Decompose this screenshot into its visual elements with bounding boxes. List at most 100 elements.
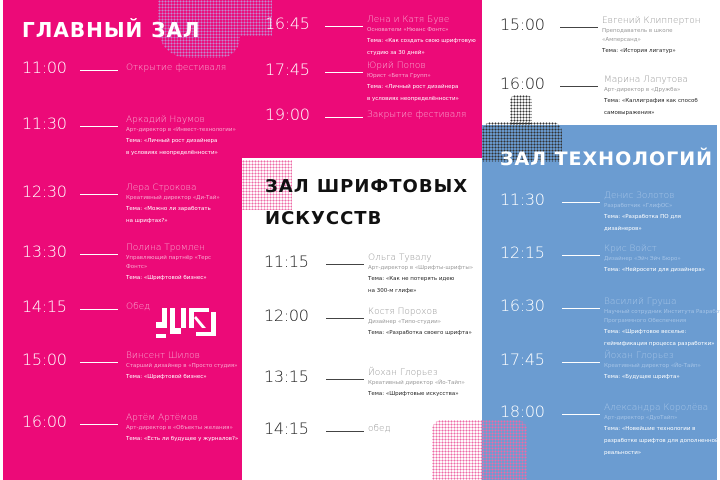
speaker-name: Лена и Катя Буве <box>367 15 450 25</box>
divider-line <box>80 194 118 195</box>
session-info: Открытие фестиваля <box>126 62 226 74</box>
speaker-name: Костя Порохов <box>368 307 438 317</box>
talk-topic: Тема: «Как не потерять идею на 300-м гли… <box>368 276 455 294</box>
session-time: 13:30 <box>22 242 67 261</box>
divider-line <box>326 318 364 319</box>
speaker-role: Арт-директор в «Шрифты-шрифты» <box>368 265 474 271</box>
talk-topic: Тема: «Как создать свою шрифтовую студию… <box>367 38 476 56</box>
session-info: Полина Тромлен Управляющий партнёр «Терс … <box>126 242 211 284</box>
session-info: обед <box>368 423 391 435</box>
tech-hall-title: ЗАЛ ТЕХНОЛОГИЙ <box>500 148 714 170</box>
type-hall-title-line2: ИСКУССТВ <box>265 208 383 229</box>
speaker-role: Разработчик «ГлифОС» <box>604 203 673 209</box>
session-info: Лена и Катя Буве Основатели «Нюанс Фонтс»… <box>367 14 476 59</box>
type-hall-title-line1: ЗАЛ ШРИФТОВЫХ <box>265 176 469 197</box>
speaker-name: Василий Груша <box>604 297 677 307</box>
session-info: Марина Лапутова Арт-директор в «Дружба» Те… <box>604 74 698 119</box>
speaker-name: Артём Артёмов <box>126 413 198 423</box>
speaker-name: Обед <box>126 302 151 312</box>
speaker-name: Винсент Шилов <box>126 351 200 361</box>
speaker-name: Полина Тромлен <box>126 243 205 253</box>
session-time: 11:30 <box>22 114 67 133</box>
session-info: Аркадий Наумов Арт-директор в «Инвест-тех… <box>126 114 236 159</box>
speaker-role: Арт-директор в «Дружба» <box>604 87 681 93</box>
divider-line <box>80 309 118 310</box>
festival-logo-icon <box>156 308 216 338</box>
divider-line <box>325 72 363 73</box>
session-info: Йохан Глорьез Креативный директор «Йо-Тай… <box>604 350 701 383</box>
speaker-role: Основатели «Нюанс Фонтс» <box>367 27 449 33</box>
talk-topic: Тема: «Каллиграфия как способ самовыраже… <box>604 98 698 116</box>
session-info: Евгений Клиппертон Преподаватель в школе … <box>602 15 701 57</box>
divider-line <box>325 117 363 118</box>
divider-line <box>326 431 364 432</box>
speaker-name: Йохан Глорьез <box>604 351 674 361</box>
halftone-decoration <box>482 122 562 162</box>
session-info: Денис Золотов Разработчик «ГлифОС» Тема: «… <box>604 190 681 235</box>
talk-topic: Тема: «Шрифтовые искусства» <box>368 391 459 397</box>
session-info: Василий Груша Научный сотрудник Института… <box>604 296 720 350</box>
talk-topic: Тема: «Разработка ПО для дизайнеров» <box>604 214 681 232</box>
session-info: Йохан Глорьез Креативный директор «Йо-Тай… <box>368 367 465 400</box>
talk-topic: Тема: «Разработка своего шрифта» <box>368 330 472 336</box>
session-time: 14:15 <box>264 419 309 438</box>
talk-topic: Тема: «Шрифтовой бизнес» <box>126 374 207 380</box>
talk-topic: Тема: «Можно ли заработать на шрифтах?» <box>126 206 211 224</box>
divider-line <box>326 379 364 380</box>
session-info: Ольга Тувалу Арт-директор в «Шрифты-шрифт… <box>368 252 473 297</box>
session-time: 12:30 <box>22 182 67 201</box>
speaker-name: Йохан Глорьез <box>368 368 438 378</box>
talk-topic: Тема: «Новейшие технологии в разработке … <box>604 426 719 456</box>
talk-topic: Тема: «Шрифтовое веселье: геймификация п… <box>604 329 715 347</box>
talk-topic: Тема: «Шрифтовой бизнес» <box>126 275 207 281</box>
session-time: 15:00 <box>500 15 545 34</box>
speaker-name: Лера Строкова <box>126 183 197 193</box>
session-info: Крис Войст Дизайнер «Эйч Эйч Бюро» Тема: «… <box>604 243 705 276</box>
session-time: 13:15 <box>264 367 309 386</box>
talk-topic: Тема: «Будущее шрифта» <box>604 374 680 380</box>
session-info: Лера Строкова Креативный директор «Ди-Тай… <box>126 182 220 227</box>
divider-line <box>80 126 118 127</box>
session-time: 18:00 <box>500 402 545 421</box>
speaker-role: Дизайнер «Эйч Эйч Бюро» <box>604 256 681 262</box>
session-info: Юрий Попов Юрист «Бетта Групп» Тема: «Личн… <box>367 60 459 105</box>
session-time: 16:30 <box>500 296 545 315</box>
session-time: 16:45 <box>265 14 310 33</box>
divider-line <box>560 86 598 87</box>
session-info: Александра Королёва Арт-директор «ДуоТайп… <box>604 402 719 459</box>
session-info: Закрытие фестиваля <box>367 109 466 121</box>
speaker-name: Крис Войст <box>604 244 657 254</box>
halftone-decoration <box>482 420 527 480</box>
halftone-decoration <box>432 420 482 480</box>
session-time: 14:15 <box>22 297 67 316</box>
talk-topic: Тема: «История лигатур» <box>602 48 676 54</box>
talk-topic: Тема: «Нейросети для дизайнера» <box>604 267 705 273</box>
speaker-name: Александра Королёва <box>604 403 709 413</box>
divider-line <box>562 414 600 415</box>
session-time: 17:45 <box>500 350 545 369</box>
speaker-role: Арт-директор в «Инвест-технологии» <box>126 127 236 133</box>
halftone-decoration <box>240 0 272 36</box>
halftone-decoration <box>242 160 292 210</box>
session-info: Винсент Шилов Старший дизайнер в «Просто … <box>126 350 238 383</box>
session-info: Артём Артёмов Арт-директор в «Объекты жел… <box>126 412 238 445</box>
session-time: 11:15 <box>264 252 309 271</box>
session-time: 12:15 <box>500 243 545 262</box>
speaker-role: Креативный директор «Ди-Тай» <box>126 195 220 201</box>
divider-line <box>80 254 118 255</box>
divider-line <box>326 264 364 265</box>
divider-line <box>562 202 600 203</box>
session-time: 16:00 <box>22 412 67 431</box>
talk-topic: Тема: «Личный рост дизайнера в условиях … <box>126 138 218 156</box>
speaker-role: Креативный директор «Йо-Тайп» <box>368 380 465 386</box>
divider-line <box>562 308 600 309</box>
speaker-role: Арт-директор «ДуоТайп» <box>604 415 678 421</box>
main-hall-title: ГЛАВНЫЙ ЗАЛ <box>22 18 201 42</box>
speaker-name: Юрий Попов <box>367 61 426 71</box>
speaker-name: Открытие фестиваля <box>126 63 227 73</box>
speaker-name: Марина Лапутова <box>604 75 688 85</box>
speaker-name: Денис Золотов <box>604 191 675 201</box>
speaker-role: Старший дизайнер в «Просто студия» <box>126 363 238 369</box>
talk-topic: Тема: «Есть ли будущее у журналов?» <box>126 436 239 442</box>
session-time: 12:00 <box>264 306 309 325</box>
